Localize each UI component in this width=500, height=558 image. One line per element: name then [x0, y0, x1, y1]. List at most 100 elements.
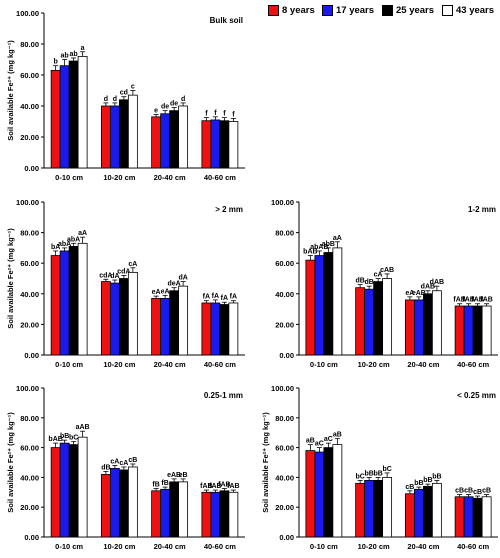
x-tick-label: 10-20 cm — [358, 360, 390, 369]
y-tick-label: 80.00 — [20, 40, 39, 49]
significance-label: aAB — [76, 424, 90, 431]
bar-8-years-10-20cm — [100, 105, 111, 169]
significance-label: aC — [324, 436, 333, 443]
bar-25-years-40-60cm — [219, 304, 230, 356]
y-tick-label: 0.00 — [24, 164, 39, 173]
significance-label: dB — [364, 279, 373, 286]
y-tick-label: 20.00 — [20, 133, 39, 142]
legend-item-8-years: 8 years — [268, 3, 315, 17]
chart-title: > 2 mm — [215, 205, 243, 214]
x-tick-label: 10-20 cm — [103, 542, 135, 551]
significance-label: f — [205, 111, 208, 118]
significance-label: cB — [482, 488, 491, 495]
bar-25-years-0-10cm — [323, 447, 334, 538]
bar-43-years-40-60cm — [228, 302, 239, 356]
bar-17-years-20-40cm — [160, 113, 171, 169]
x-tick-label: 0-10 cm — [55, 360, 83, 369]
bar-25-years-20-40cm — [169, 481, 180, 538]
significance-label: aA — [78, 230, 87, 237]
bar-25-years-0-10cm — [323, 252, 334, 356]
bar-17-years-0-10cm — [59, 65, 70, 169]
bar-17-years-40-60cm — [463, 305, 474, 356]
chart-title: 1-2 mm — [468, 205, 496, 214]
legend-swatch — [382, 4, 393, 16]
y-tick-label: 0.00 — [24, 351, 39, 360]
y-tick-label: 60.00 — [275, 259, 294, 268]
chart-panel-4: 0.00 20.00 40.00 60.00 80.00 100.00 Soil avail… — [6, 384, 245, 551]
significance-label: bB — [373, 470, 382, 477]
y-tick-label: 20.00 — [20, 320, 39, 329]
y-tick-label: 60.00 — [275, 444, 294, 453]
legend-swatch — [442, 4, 453, 16]
bar-17-years-20-40cm — [413, 299, 424, 356]
bar-43-years-40-60cm — [228, 491, 239, 538]
significance-label: fA — [221, 295, 228, 302]
x-tick-label: 10-20 cm — [103, 360, 135, 369]
bar-8-years-20-40cm — [404, 493, 415, 538]
significance-label: abAB — [310, 244, 328, 251]
x-tick-label: 20-40 cm — [154, 173, 186, 182]
bar-43-years-10-20cm — [127, 94, 138, 169]
bar-17-years-0-10cm — [59, 250, 70, 356]
significance-label: fA — [230, 294, 237, 301]
y-tick-label: 40.00 — [275, 473, 294, 482]
y-tick-label: 80.00 — [20, 229, 39, 238]
bar-17-years-40-60cm — [210, 119, 221, 169]
chart-panel-1: 0.00 20.00 40.00 60.00 80.00 100.00 Soil avail… — [6, 9, 245, 182]
significance-label: fAB — [200, 483, 212, 490]
significance-label: eAB — [412, 290, 426, 297]
x-tick-label: 0-10 cm — [55, 173, 83, 182]
bar-43-years-0-10cm — [77, 56, 88, 169]
x-tick-label: 40-60 cm — [204, 360, 236, 369]
significance-label: fB — [152, 482, 159, 489]
y-axis-label: Soil available Fe²⁺ (mg kg⁻¹) — [6, 228, 15, 329]
bar-25-years-0-10cm — [68, 60, 79, 169]
y-axis-label: Soil available Fe²⁺ (mg kg⁻¹) — [6, 40, 15, 141]
legend-label: 25 years — [396, 4, 435, 16]
legend-swatch — [268, 4, 279, 16]
y-axis-label: Soil available Fe²⁺ (mg kg⁻¹) — [6, 412, 15, 513]
chart-title: 0.25-1 mm — [204, 391, 243, 400]
bar-25-years-10-20cm — [373, 479, 384, 538]
significance-label: cd — [120, 90, 128, 97]
bar-8-years-0-10cm — [50, 447, 61, 538]
significance-label: bC — [382, 466, 391, 473]
significance-label: bB — [60, 433, 69, 440]
bar-25-years-40-60cm — [472, 497, 483, 538]
significance-label: d — [104, 96, 108, 103]
y-tick-label: 100.00 — [16, 384, 39, 393]
bar-43-years-0-10cm — [77, 242, 88, 356]
significance-label: fAB — [227, 483, 239, 490]
bar-25-years-10-20cm — [373, 281, 384, 356]
y-tick-label: 80.00 — [20, 414, 39, 423]
chart-panel-5: 0.00 20.00 40.00 60.00 80.00 100.00 Soil avail… — [261, 384, 498, 551]
bar-43-years-10-20cm — [127, 466, 138, 538]
bar-17-years-10-20cm — [364, 479, 375, 538]
x-tick-label: 20-40 cm — [407, 542, 439, 551]
significance-label: bB — [423, 477, 432, 484]
bar-43-years-40-60cm — [481, 305, 492, 356]
bar-43-years-40-60cm — [481, 496, 492, 538]
bar-25-years-40-60cm — [219, 490, 230, 538]
significance-label: de — [170, 101, 178, 108]
bar-8-years-20-40cm — [404, 299, 415, 356]
y-tick-label: 60.00 — [20, 444, 39, 453]
x-tick-label: 0-10 cm — [310, 542, 338, 551]
significance-label: a — [81, 45, 85, 52]
y-tick-label: 20.00 — [20, 503, 39, 512]
y-tick-label: 80.00 — [275, 229, 294, 238]
significance-label: cB — [464, 488, 473, 495]
bar-8-years-0-10cm — [305, 450, 316, 538]
significance-label: eB — [179, 472, 188, 479]
bar-17-years-0-10cm — [314, 451, 325, 538]
bar-8-years-40-60cm — [201, 120, 212, 169]
y-tick-label: 20.00 — [275, 503, 294, 512]
x-tick-label: 20-40 cm — [154, 360, 186, 369]
bar-8-years-40-60cm — [454, 305, 465, 356]
y-tick-label: 40.00 — [20, 473, 39, 482]
significance-label: cA — [374, 272, 383, 279]
bar-43-years-40-60cm — [228, 121, 239, 169]
significance-label: cB — [128, 457, 137, 464]
significance-label: d — [181, 96, 185, 103]
